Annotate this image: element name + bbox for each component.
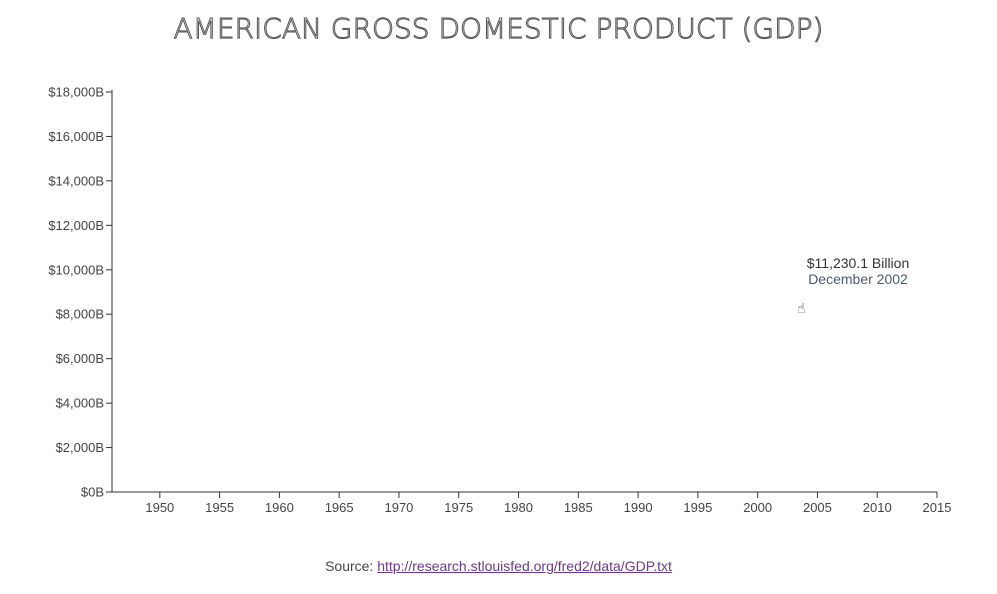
y-tick-label: $8,000B xyxy=(56,307,104,322)
x-tick-label: 1960 xyxy=(265,500,294,515)
x-tick-label: 2000 xyxy=(743,500,772,515)
source-link[interactable]: http://research.stlouisfed.org/fred2/dat… xyxy=(377,558,672,574)
y-tick-label: $2,000B xyxy=(56,440,104,455)
y-tick-label: $18,000B xyxy=(48,85,104,100)
x-tick-label: 1965 xyxy=(325,500,354,515)
source-note: Source: http://research.stlouisfed.org/f… xyxy=(0,558,997,574)
x-tick-label: 1955 xyxy=(205,500,234,515)
x-tick-label: 1980 xyxy=(504,500,533,515)
x-tick-label: 2015 xyxy=(923,500,952,515)
x-tick-label: 2010 xyxy=(863,500,892,515)
hand-cursor-icon: ☝ xyxy=(797,300,806,316)
y-tick-label: $4,000B xyxy=(56,396,104,411)
y-tick-label: $0B xyxy=(81,485,104,500)
x-tick-label: 1975 xyxy=(444,500,473,515)
x-tick-label: 1990 xyxy=(624,500,653,515)
x-tick-label: 1985 xyxy=(564,500,593,515)
y-tick-label: $10,000B xyxy=(48,262,104,277)
hover-tooltip: $11,230.1 Billion December 2002 xyxy=(780,255,936,287)
y-tick-label: $12,000B xyxy=(48,218,104,233)
source-label: Source: xyxy=(325,558,378,574)
x-tick-label: 1950 xyxy=(145,500,174,515)
x-axis: 1950 1955 1960 1965 1970 1975 1980 1985 1990 1995… xyxy=(112,491,952,515)
x-tick-label: 1995 xyxy=(683,500,712,515)
y-tick-label: $14,000B xyxy=(48,173,104,188)
y-tick-label: $16,000B xyxy=(48,129,104,144)
y-axis: $0B $2,000B $4,000B $6,000B $8,000B $10,000B $… xyxy=(48,85,113,500)
chart-title: AMERICAN GROSS DOMESTIC PRODUCT (GDP) xyxy=(173,12,824,46)
tooltip-date: December 2002 xyxy=(808,271,908,287)
x-tick-label: 1970 xyxy=(384,500,413,515)
y-tick-label: $6,000B xyxy=(56,351,104,366)
tooltip-value: $11,230.1 Billion xyxy=(806,255,910,271)
x-tick-label: 2005 xyxy=(803,500,832,515)
